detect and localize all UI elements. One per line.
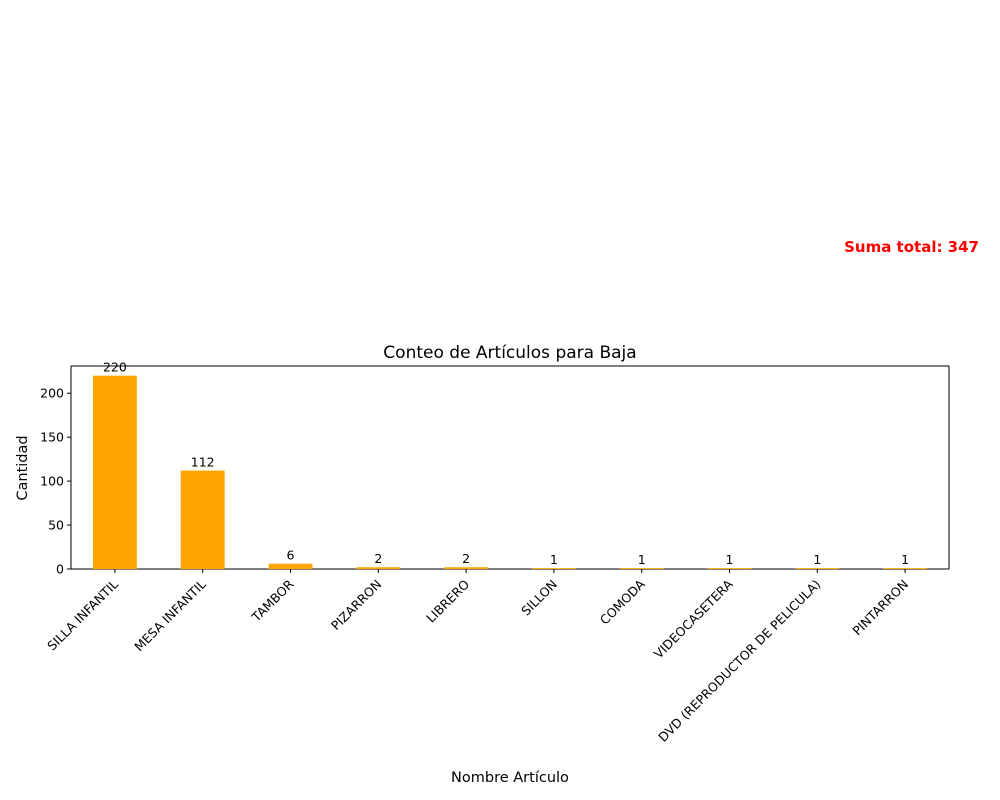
x-tick-label: TAMBOR bbox=[248, 576, 297, 625]
bar bbox=[531, 568, 576, 569]
bar bbox=[883, 568, 928, 569]
data-labels-group: 220 112 6 2 2 1 1 1 1 1 bbox=[103, 360, 909, 567]
plot-area bbox=[70, 365, 950, 570]
x-tick-label: PINTARRON bbox=[849, 577, 911, 639]
bar-data-label: 1 bbox=[901, 552, 909, 567]
plot-frame bbox=[70, 365, 950, 570]
y-tick-label: 0 bbox=[56, 562, 64, 577]
bar bbox=[92, 375, 137, 569]
y-tick-label: 150 bbox=[40, 430, 64, 445]
x-tick-label: MESA INFANTIL bbox=[131, 577, 209, 655]
x-tick-label: VIDEOCASETERA bbox=[651, 576, 736, 661]
bar bbox=[619, 568, 664, 569]
bar bbox=[444, 567, 489, 569]
bar-data-label: 6 bbox=[287, 548, 295, 563]
bar bbox=[707, 568, 752, 569]
total-sum-annotation: Suma total: 347 bbox=[844, 238, 979, 256]
y-tick-label: 100 bbox=[40, 474, 64, 489]
bar-data-label: 112 bbox=[191, 455, 215, 470]
x-tick-label: SILLON bbox=[518, 577, 560, 619]
x-tick-label: COMODA bbox=[597, 576, 648, 627]
x-tick-label: LIBRERO bbox=[423, 576, 472, 625]
bar-data-label: 1 bbox=[550, 552, 558, 567]
bar-data-label: 1 bbox=[638, 552, 646, 567]
bar bbox=[356, 567, 401, 569]
bar bbox=[268, 563, 313, 569]
bar-data-label: 1 bbox=[726, 552, 734, 567]
bar-data-label: 2 bbox=[374, 551, 382, 566]
x-tick-label: PIZARRON bbox=[328, 577, 385, 634]
y-tick-label: 200 bbox=[40, 386, 64, 401]
x-axis: SILLA INFANTIL MESA INFANTIL TAMBOR PIZARRO… bbox=[44, 569, 911, 745]
y-tick-label: 50 bbox=[48, 518, 64, 533]
x-tick-label: DVD (REPRODUCTOR DE PELICULA) bbox=[655, 577, 823, 745]
bars-group bbox=[92, 375, 928, 569]
bar-data-label: 1 bbox=[813, 552, 821, 567]
bar bbox=[180, 470, 225, 569]
bar-data-label: 220 bbox=[103, 360, 127, 375]
bar-data-label: 2 bbox=[462, 551, 470, 566]
chart-title: Conteo de Artículos para Baja bbox=[383, 343, 636, 363]
y-axis: 0 50 100 150 200 bbox=[40, 386, 71, 577]
bar bbox=[795, 568, 840, 569]
y-axis-label: Cantidad bbox=[15, 435, 31, 500]
x-axis-label: Nombre Artículo bbox=[451, 770, 569, 786]
x-tick-label: SILLA INFANTIL bbox=[44, 576, 121, 653]
